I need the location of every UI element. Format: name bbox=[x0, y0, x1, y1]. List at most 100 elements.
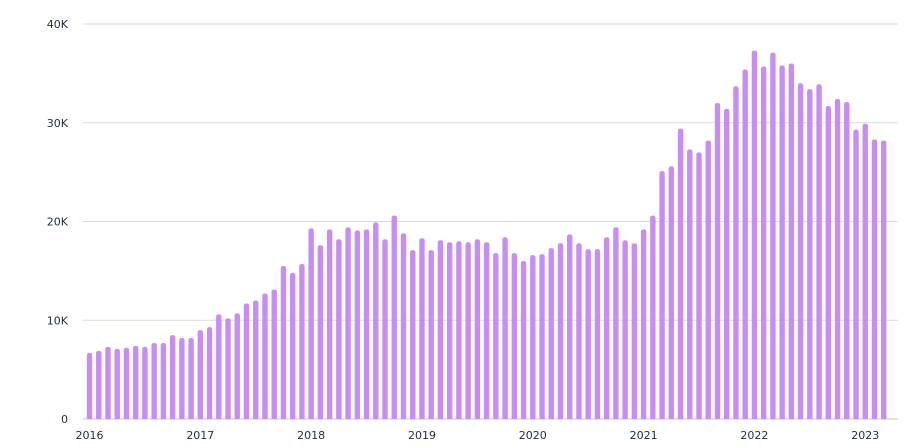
bar-2018-12 bbox=[410, 250, 416, 419]
bar-2019-02 bbox=[428, 250, 434, 419]
bar-2018-01 bbox=[308, 228, 314, 419]
bars bbox=[86, 50, 887, 420]
bar-2016-10 bbox=[169, 335, 176, 419]
bar-2021-09 bbox=[714, 103, 721, 419]
y-tick-label: 20K bbox=[47, 216, 69, 229]
x-tick-label: 2016 bbox=[76, 429, 104, 442]
bar-2017-10 bbox=[280, 265, 287, 419]
bar-2020-08 bbox=[594, 249, 601, 419]
bar-2019-11 bbox=[511, 253, 518, 419]
bar-2022-08 bbox=[816, 84, 822, 420]
bar-2016-11 bbox=[179, 338, 185, 419]
bar-2018-07 bbox=[363, 229, 370, 419]
bar-2021-08 bbox=[705, 140, 711, 419]
bar-2022-09 bbox=[825, 105, 831, 420]
bar-2018-10 bbox=[391, 215, 397, 419]
bar-2018-05 bbox=[345, 227, 351, 419]
bar-2016-12 bbox=[188, 338, 194, 419]
bar-2021-01 bbox=[640, 229, 647, 419]
bar-2022-10 bbox=[834, 99, 841, 420]
bar-2022-01 bbox=[751, 50, 758, 419]
bar-2021-07 bbox=[696, 152, 702, 419]
bar-2016-04 bbox=[114, 348, 120, 419]
bar-2017-08 bbox=[262, 293, 268, 419]
bar-2022-03 bbox=[770, 52, 776, 419]
bar-2016-01 bbox=[86, 352, 93, 419]
bar-2019-06 bbox=[465, 242, 471, 419]
bar-2020-09 bbox=[603, 237, 610, 419]
bar-2020-06 bbox=[576, 243, 582, 419]
bar-2021-03 bbox=[659, 171, 665, 419]
bar-2022-02 bbox=[760, 66, 767, 420]
bar-2017-09 bbox=[271, 289, 277, 419]
bar-2022-04 bbox=[779, 65, 785, 419]
bar-2019-03 bbox=[437, 240, 444, 419]
x-tick-label: 2018 bbox=[297, 429, 325, 442]
x-axis: 2016 2017 2018 2019 2020 2021 2022 2023 bbox=[76, 429, 880, 442]
bar-2016-08 bbox=[151, 342, 157, 419]
bar-2021-06 bbox=[687, 149, 693, 419]
bar-2018-11 bbox=[400, 233, 407, 419]
bar-2022-11 bbox=[844, 102, 850, 419]
bar-2021-05 bbox=[677, 128, 684, 420]
bar-2019-09 bbox=[493, 253, 499, 419]
bar-2019-12 bbox=[520, 261, 527, 419]
bar-2016-02 bbox=[96, 350, 102, 419]
bar-2017-04 bbox=[225, 318, 231, 419]
y-tick-label: 30K bbox=[47, 117, 69, 130]
bar-2020-11 bbox=[622, 240, 628, 419]
bar-2016-09 bbox=[160, 342, 167, 419]
bar-2019-05 bbox=[456, 241, 462, 419]
bar-2017-02 bbox=[206, 327, 213, 419]
bar-2019-08 bbox=[483, 242, 490, 419]
x-tick-label: 2022 bbox=[740, 429, 768, 442]
bar-2017-07 bbox=[253, 300, 259, 419]
y-tick-label: 40K bbox=[47, 18, 69, 31]
bar-2018-03 bbox=[326, 229, 333, 419]
bar-2020-04 bbox=[557, 243, 564, 419]
bar-2023-02 bbox=[871, 139, 878, 419]
bar-2017-03 bbox=[216, 314, 222, 419]
bar-2016-05 bbox=[123, 347, 130, 419]
bar-2016-03 bbox=[105, 346, 111, 419]
bar-2021-04 bbox=[668, 166, 675, 419]
x-tick-label: 2023 bbox=[851, 429, 879, 442]
bar-2021-11 bbox=[733, 86, 739, 420]
x-tick-label: 2017 bbox=[186, 429, 214, 442]
bar-2020-12 bbox=[631, 243, 638, 419]
bar-2017-11 bbox=[289, 272, 296, 419]
x-tick-label: 2020 bbox=[519, 429, 547, 442]
bar-2017-12 bbox=[299, 263, 305, 419]
bar-2023-03 bbox=[881, 140, 887, 419]
y-axis: 0 10K 20K 30K 40K bbox=[47, 18, 69, 426]
y-tick-label: 0 bbox=[61, 413, 68, 426]
bar-2017-06 bbox=[243, 303, 250, 419]
bar-2020-02 bbox=[539, 254, 545, 419]
bar-2020-05 bbox=[567, 234, 573, 419]
bar-2020-03 bbox=[548, 248, 554, 419]
bar-2018-09 bbox=[382, 239, 388, 419]
gridlines bbox=[83, 23, 898, 420]
bar-2020-07 bbox=[585, 249, 591, 419]
y-tick-label: 10K bbox=[47, 314, 69, 327]
bar-2017-05 bbox=[234, 313, 240, 419]
bar-2017-01 bbox=[197, 330, 204, 419]
bar-2022-06 bbox=[797, 83, 804, 419]
bar-2016-07 bbox=[142, 346, 148, 419]
bar-2018-02 bbox=[317, 245, 324, 419]
bar-2020-01 bbox=[530, 255, 536, 419]
bar-2021-02 bbox=[650, 215, 656, 419]
bar-2018-08 bbox=[373, 222, 379, 419]
x-tick-label: 2021 bbox=[630, 429, 658, 442]
bar-2022-12 bbox=[853, 129, 859, 419]
bar-2018-04 bbox=[336, 239, 342, 419]
x-tick-label: 2019 bbox=[408, 429, 436, 442]
bar-2019-04 bbox=[446, 242, 453, 419]
bar-2018-06 bbox=[354, 230, 361, 419]
bar-2022-05 bbox=[788, 63, 795, 419]
bar-2020-10 bbox=[613, 227, 619, 419]
bar-2023-01 bbox=[862, 123, 868, 420]
bar-2019-01 bbox=[419, 238, 425, 419]
